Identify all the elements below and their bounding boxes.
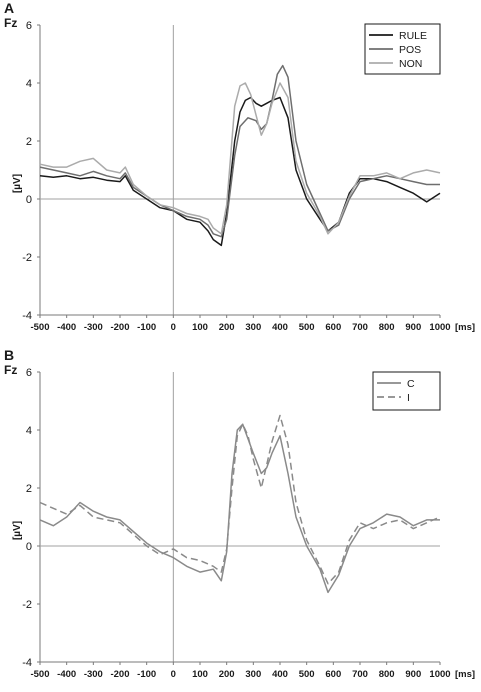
- x-tick-label: 400: [272, 669, 288, 680]
- x-tick-label: 800: [379, 322, 395, 333]
- series-line-non: [39, 82, 441, 235]
- x-tick-label: 600: [325, 669, 341, 680]
- legend-label-non: NON: [399, 58, 422, 70]
- legend-label-i: I: [407, 392, 410, 404]
- x-tick-label: 500: [299, 669, 315, 680]
- x-tick-label: 700: [352, 669, 368, 680]
- x-tick-label: -100: [137, 669, 156, 680]
- y-tick-label: 0: [26, 194, 32, 206]
- x-tick-label: -300: [84, 322, 103, 333]
- series-line-i: [39, 414, 441, 585]
- x-tick-label: 0: [171, 322, 176, 333]
- legend: RULE POS NON: [364, 23, 441, 75]
- y-tick-label: 6: [26, 367, 32, 379]
- y-tick-label: -4: [22, 657, 32, 669]
- series-line-rule: [39, 96, 441, 247]
- legend-label-rule: RULE: [399, 30, 427, 42]
- y-tick-label: -2: [22, 599, 32, 611]
- channel-label: Fz: [4, 16, 17, 30]
- x-tick-label: 300: [245, 669, 261, 680]
- x-tick-label: -300: [84, 669, 103, 680]
- x-unit-label: [ms]: [455, 669, 475, 680]
- y-tick-label: 2: [26, 136, 32, 148]
- y-tick-label: 6: [26, 20, 32, 32]
- panel-a: AFz -4 -2 0 2 4 6 [µV] -500 -400 -300 -200 -100 0 100 2…: [4, 0, 475, 333]
- y-tick-label: -4: [22, 310, 32, 322]
- series-line-pos: [39, 64, 440, 238]
- panel-label: B: [4, 347, 14, 363]
- y-tick-label: 0: [26, 541, 32, 553]
- panel-label: A: [4, 0, 14, 16]
- y-tick-label: 4: [26, 78, 32, 90]
- x-tick-label: 0: [171, 669, 176, 680]
- x-tick-label: 800: [379, 669, 395, 680]
- x-unit-label: [ms]: [455, 322, 475, 333]
- x-tick-label: 500: [299, 322, 315, 333]
- x-tick-label: 600: [325, 322, 341, 333]
- x-tick-label: -200: [110, 669, 129, 680]
- x-tick-label: 200: [219, 669, 235, 680]
- x-tick-label: 400: [272, 322, 288, 333]
- y-tick-label: 4: [26, 425, 32, 437]
- x-tick-label: -500: [30, 669, 49, 680]
- channel-label: Fz: [4, 363, 17, 377]
- x-tick-label: 1000: [429, 322, 450, 333]
- legend: CI: [372, 371, 441, 411]
- series-line-c: [39, 423, 440, 594]
- panel-b: BFz -4 -2 0 2 4 6 [µV] -500 -400 -300 -200 -100 0 100 2…: [4, 347, 475, 680]
- x-tick-label: 1000: [429, 669, 450, 680]
- legend-label-pos: POS: [399, 44, 421, 56]
- x-tick-label: -200: [110, 322, 129, 333]
- x-tick-label: -100: [137, 322, 156, 333]
- x-tick-label: 100: [192, 669, 208, 680]
- x-tick-label: 700: [352, 322, 368, 333]
- x-tick-label: -400: [57, 669, 76, 680]
- x-tick-label: 900: [405, 322, 421, 333]
- y-tick-label: -2: [22, 252, 32, 264]
- y-tick-label: 2: [26, 483, 32, 495]
- x-tick-label: 300: [245, 322, 261, 333]
- x-tick-label: 900: [405, 669, 421, 680]
- x-tick-label: -500: [30, 322, 49, 333]
- legend-box: [372, 371, 441, 411]
- x-tick-label: 100: [192, 322, 208, 333]
- legend-label-c: C: [407, 378, 415, 390]
- x-tick-label: 200: [219, 322, 235, 333]
- x-tick-label: -400: [57, 322, 76, 333]
- y-axis-label: [µV]: [12, 174, 23, 193]
- y-axis-label: [µV]: [12, 521, 23, 540]
